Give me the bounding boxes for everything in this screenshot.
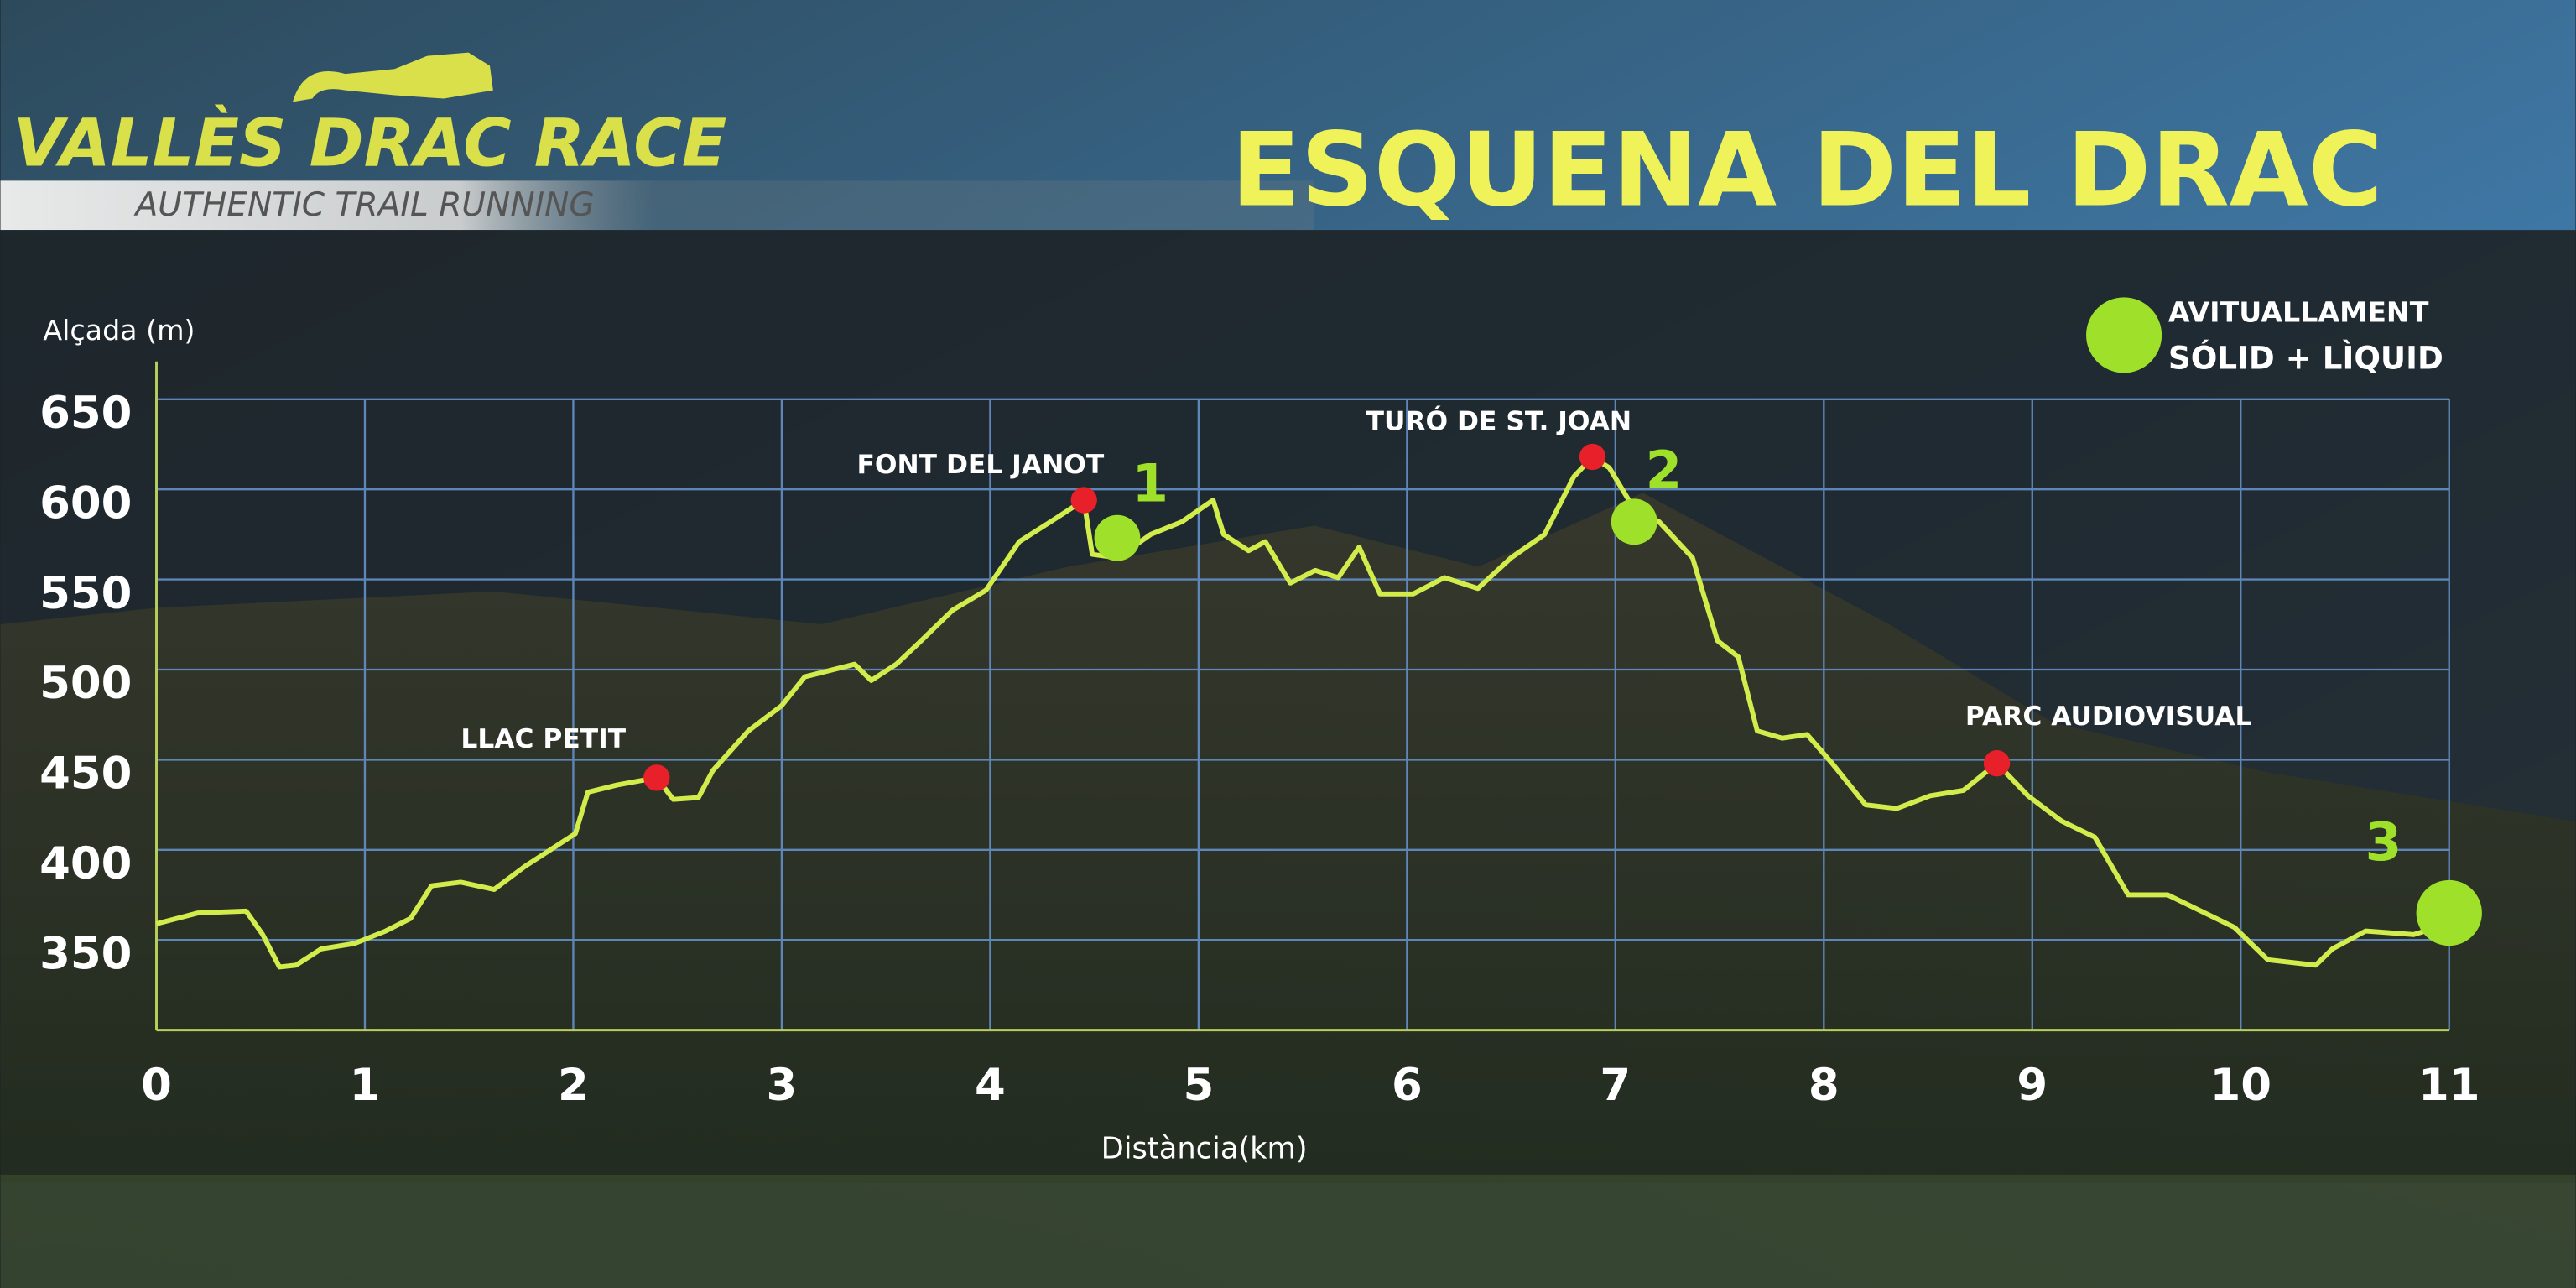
x-tick-label: 1 bbox=[350, 1060, 381, 1111]
y-tick-label: 450 bbox=[39, 748, 132, 800]
aid-station bbox=[1094, 514, 1141, 561]
legend-label: AVITUALLAMENT bbox=[2168, 295, 2429, 328]
forest bbox=[0, 1174, 2576, 1288]
aid-station bbox=[2416, 879, 2482, 946]
waypoint-marker bbox=[643, 764, 670, 791]
waypoint-marker bbox=[1070, 487, 1097, 514]
x-tick-label: 5 bbox=[1183, 1060, 1214, 1111]
dragon-logo bbox=[293, 52, 493, 102]
waypoint-label: FONT DEL JANOT bbox=[856, 450, 1104, 480]
legend-marker bbox=[2086, 297, 2162, 373]
waypoint-marker bbox=[1983, 750, 2011, 777]
y-tick-label: 350 bbox=[39, 928, 132, 979]
elevation-line bbox=[155, 454, 2450, 970]
x-tick-label: 8 bbox=[1808, 1060, 1840, 1111]
y-tick-label: 550 bbox=[39, 568, 132, 619]
waypoint-marker bbox=[1579, 443, 1606, 471]
aid-station bbox=[1611, 498, 1657, 545]
x-tick-label: 0 bbox=[141, 1060, 172, 1111]
x-tick-label: 9 bbox=[2017, 1060, 2048, 1111]
brand: VALLÈS DRAC RACE bbox=[13, 105, 726, 182]
waypoint-label: PARC AUDIOVISUAL bbox=[1965, 701, 2252, 732]
y-tick-label: 400 bbox=[39, 838, 132, 889]
x-tick-label: 11 bbox=[2418, 1060, 2480, 1111]
chart-title: ESQUENA DEL DRAC bbox=[1231, 111, 2383, 230]
x-tick-label: 6 bbox=[1392, 1060, 1423, 1111]
waypoint-label: TURÓ DE ST. JOAN bbox=[1366, 404, 1632, 436]
mountain bbox=[0, 493, 2576, 1288]
x-tick-label: 4 bbox=[975, 1060, 1006, 1111]
aid-station-number: 3 bbox=[2365, 811, 2402, 873]
aid-station-number: 1 bbox=[1132, 453, 1168, 514]
x-axis-label: Distància(km) bbox=[1101, 1132, 1308, 1166]
x-tick-label: 7 bbox=[1600, 1060, 1631, 1111]
y-tick-label: 500 bbox=[39, 658, 132, 709]
y-tick-label: 600 bbox=[39, 477, 132, 529]
tagline: AUTHENTIC TRAIL RUNNING bbox=[133, 186, 595, 224]
y-axis-label: Alçada (m) bbox=[43, 314, 195, 347]
x-tick-label: 10 bbox=[2209, 1060, 2272, 1111]
waypoint-label: LLAC PETIT bbox=[461, 724, 626, 754]
logo-bar bbox=[0, 180, 1314, 231]
x-tick-label: 2 bbox=[558, 1060, 589, 1111]
x-tick-label: 3 bbox=[767, 1060, 798, 1111]
aid-station-number: 2 bbox=[1646, 440, 1683, 501]
y-tick-label: 650 bbox=[39, 388, 132, 439]
legend-label: SÓLID + LÌQUID bbox=[2168, 339, 2443, 376]
